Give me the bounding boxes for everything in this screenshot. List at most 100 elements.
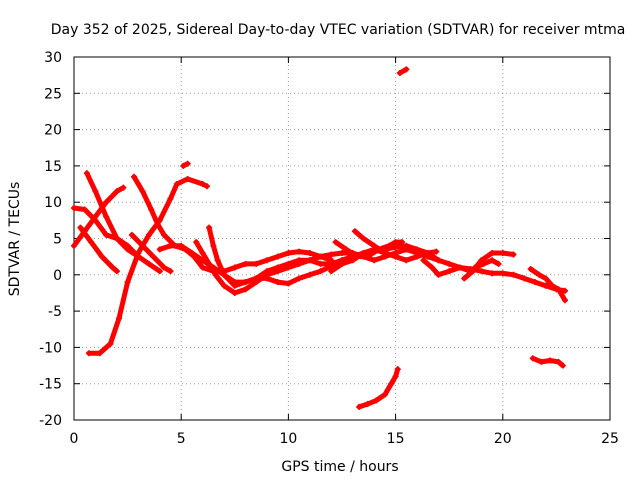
data-point bbox=[555, 286, 562, 293]
data-point bbox=[461, 275, 468, 282]
y-tick-label: -5 bbox=[48, 304, 62, 320]
data-point bbox=[373, 397, 380, 404]
data-point bbox=[221, 271, 228, 278]
data-point bbox=[139, 188, 146, 195]
data-point bbox=[274, 264, 281, 271]
data-point bbox=[113, 235, 120, 242]
data-point bbox=[103, 213, 110, 220]
data-point bbox=[156, 246, 163, 253]
data-point bbox=[392, 373, 399, 380]
data-point bbox=[71, 242, 77, 249]
data-point bbox=[296, 257, 303, 264]
data-point bbox=[403, 246, 410, 253]
data-point bbox=[542, 275, 549, 282]
data-point bbox=[392, 253, 399, 260]
y-tick-label: -10 bbox=[39, 340, 62, 356]
data-point bbox=[96, 350, 103, 357]
data-point bbox=[356, 403, 363, 410]
data-point bbox=[107, 340, 114, 347]
data-point bbox=[328, 268, 335, 275]
data-point bbox=[253, 260, 260, 267]
data-point bbox=[306, 257, 313, 264]
data-point bbox=[529, 355, 536, 362]
series-line-arc-6 bbox=[131, 174, 334, 274]
data-point bbox=[399, 239, 406, 246]
data-point bbox=[116, 315, 123, 322]
data-point bbox=[221, 282, 228, 289]
data-point bbox=[296, 248, 303, 255]
data-point bbox=[536, 271, 543, 278]
data-point bbox=[360, 250, 367, 257]
x-tick-label: 20 bbox=[494, 431, 512, 447]
data-point bbox=[103, 231, 110, 238]
series-line-arc-17 bbox=[528, 266, 568, 303]
data-point bbox=[120, 184, 127, 191]
y-tick-label: 15 bbox=[44, 159, 62, 175]
data-point bbox=[435, 257, 442, 264]
series-line-arc-3 bbox=[84, 170, 141, 260]
data-point bbox=[231, 282, 238, 289]
data-point bbox=[429, 264, 436, 271]
data-point bbox=[531, 279, 538, 286]
data-point bbox=[392, 239, 399, 246]
data-point bbox=[328, 260, 335, 267]
data-point bbox=[561, 287, 568, 294]
data-point bbox=[113, 268, 120, 275]
x-tick-label: 5 bbox=[177, 431, 186, 447]
data-point bbox=[214, 257, 221, 264]
data-point bbox=[396, 69, 403, 76]
data-point bbox=[285, 250, 292, 257]
data-point bbox=[527, 265, 534, 272]
data-point bbox=[184, 160, 191, 167]
y-tick-label: 30 bbox=[44, 50, 62, 66]
data-point bbox=[521, 275, 528, 282]
series-line-arc-16 bbox=[472, 257, 501, 270]
data-point bbox=[193, 239, 200, 246]
data-point bbox=[206, 260, 213, 267]
data-point bbox=[538, 358, 545, 365]
data-point bbox=[83, 170, 90, 177]
data-point bbox=[178, 242, 185, 249]
data-point bbox=[113, 188, 120, 195]
data-point bbox=[154, 220, 161, 227]
data-point bbox=[124, 246, 131, 253]
data-point bbox=[146, 260, 153, 267]
data-point bbox=[274, 253, 281, 260]
data-point bbox=[351, 228, 358, 235]
data-point bbox=[103, 199, 110, 206]
data-point bbox=[167, 195, 174, 202]
chart-title: Day 352 of 2025, Sidereal Day-to-day VTE… bbox=[51, 22, 626, 38]
x-tick-label: 0 bbox=[70, 431, 79, 447]
data-point bbox=[542, 282, 549, 289]
y-axis-label: SDTVAR / TECUs bbox=[7, 182, 23, 297]
data-point bbox=[394, 366, 401, 373]
data-point bbox=[167, 242, 174, 249]
data-point bbox=[433, 248, 440, 255]
y-tick-label: 5 bbox=[53, 232, 62, 248]
data-point bbox=[242, 279, 249, 286]
data-point bbox=[392, 244, 399, 251]
data-point bbox=[231, 289, 238, 296]
data-point bbox=[296, 275, 303, 282]
data-point bbox=[510, 271, 517, 278]
y-tick-label: -20 bbox=[39, 413, 62, 429]
data-point bbox=[86, 350, 93, 357]
data-point bbox=[156, 268, 163, 275]
data-point bbox=[317, 253, 324, 260]
data-point bbox=[561, 297, 568, 304]
data-point bbox=[146, 231, 153, 238]
data-point bbox=[424, 250, 431, 257]
y-tick-label: 10 bbox=[44, 195, 62, 211]
data-point bbox=[489, 257, 496, 264]
x-axis-label: GPS time / hours bbox=[281, 459, 398, 475]
data-point bbox=[349, 257, 356, 264]
data-points bbox=[71, 66, 568, 410]
data-point bbox=[499, 250, 506, 257]
data-point bbox=[167, 268, 174, 275]
data-point bbox=[495, 260, 502, 267]
data-point bbox=[161, 264, 168, 271]
data-point bbox=[332, 239, 339, 246]
x-tick-label: 10 bbox=[279, 431, 297, 447]
data-point bbox=[128, 231, 135, 238]
data-point bbox=[231, 264, 238, 271]
